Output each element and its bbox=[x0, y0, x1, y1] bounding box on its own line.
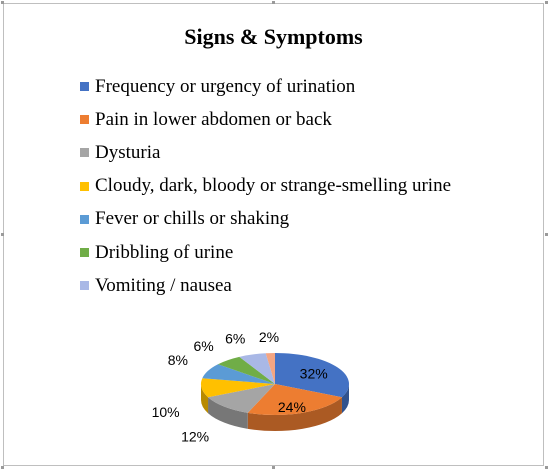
pie-slice bbox=[208, 384, 275, 413]
pie-slice bbox=[239, 353, 275, 384]
pie-slice bbox=[275, 353, 349, 398]
legend-label: Pain in lower abdomen or back bbox=[95, 108, 332, 130]
legend-swatch bbox=[80, 115, 89, 125]
legend-label: Frequency or urgency of urination bbox=[95, 75, 356, 97]
legend-swatch bbox=[80, 181, 89, 191]
legend-label: Fever or chills or shaking bbox=[95, 208, 290, 230]
legend-item: Frequency or urgency of urination bbox=[80, 70, 451, 103]
resize-handle[interactable] bbox=[1, 466, 4, 469]
legend-label: Dysturia bbox=[95, 141, 161, 163]
legend-label: Vomiting / nausea bbox=[95, 274, 232, 296]
pie-sides bbox=[201, 384, 349, 431]
legend-item: Cloudy, dark, bloody or strange-smelling… bbox=[80, 170, 451, 203]
resize-handle[interactable] bbox=[545, 1, 548, 4]
data-label: 2% bbox=[259, 329, 279, 345]
legend-item: Dribbling of urine bbox=[80, 236, 451, 269]
pie-slice-side bbox=[341, 384, 349, 414]
data-label: 10% bbox=[152, 404, 180, 420]
chart-title: Signs & Symptoms bbox=[184, 24, 363, 49]
pie-slice bbox=[217, 356, 275, 384]
resize-handle[interactable] bbox=[545, 466, 548, 469]
data-label: 12% bbox=[181, 428, 209, 444]
data-label: 8% bbox=[168, 352, 188, 368]
pie-top bbox=[201, 353, 349, 415]
resize-handle[interactable] bbox=[272, 466, 275, 469]
legend-item: Pain in lower abdomen or back bbox=[80, 103, 451, 136]
legend-item: Fever or chills or shaking bbox=[80, 203, 451, 236]
legend-swatch bbox=[80, 82, 89, 92]
legend-label: Cloudy, dark, bloody or strange-smelling… bbox=[95, 175, 452, 197]
pie-slice-side bbox=[247, 397, 342, 431]
legend-item: Vomiting / nausea bbox=[80, 269, 451, 302]
resize-handle[interactable] bbox=[272, 1, 275, 4]
chart-legend: Frequency or urgency of urination Pain in… bbox=[80, 70, 451, 302]
data-label: 32% bbox=[300, 366, 328, 382]
legend-swatch bbox=[80, 281, 89, 291]
legend-item: Dysturia bbox=[80, 136, 451, 169]
resize-handle[interactable] bbox=[1, 1, 4, 4]
data-label: 6% bbox=[225, 331, 245, 347]
resize-handle[interactable] bbox=[545, 233, 548, 236]
data-labels: 32% 24% 12%10% 8% 6% 6% 2% bbox=[152, 329, 328, 445]
data-label: 24% bbox=[278, 399, 306, 415]
pie-slice-side bbox=[201, 384, 209, 414]
pie-slice bbox=[202, 364, 275, 384]
legend-swatch bbox=[80, 148, 89, 158]
data-label: 6% bbox=[193, 338, 213, 354]
pie-slice bbox=[247, 384, 342, 415]
pie-slice bbox=[265, 353, 275, 384]
legend-swatch bbox=[80, 214, 89, 224]
pie-slice-side bbox=[208, 397, 248, 429]
legend-label: Dribbling of urine bbox=[95, 241, 234, 263]
legend-swatch bbox=[80, 248, 89, 258]
resize-handle[interactable] bbox=[1, 233, 4, 236]
pie-slice bbox=[201, 378, 275, 398]
